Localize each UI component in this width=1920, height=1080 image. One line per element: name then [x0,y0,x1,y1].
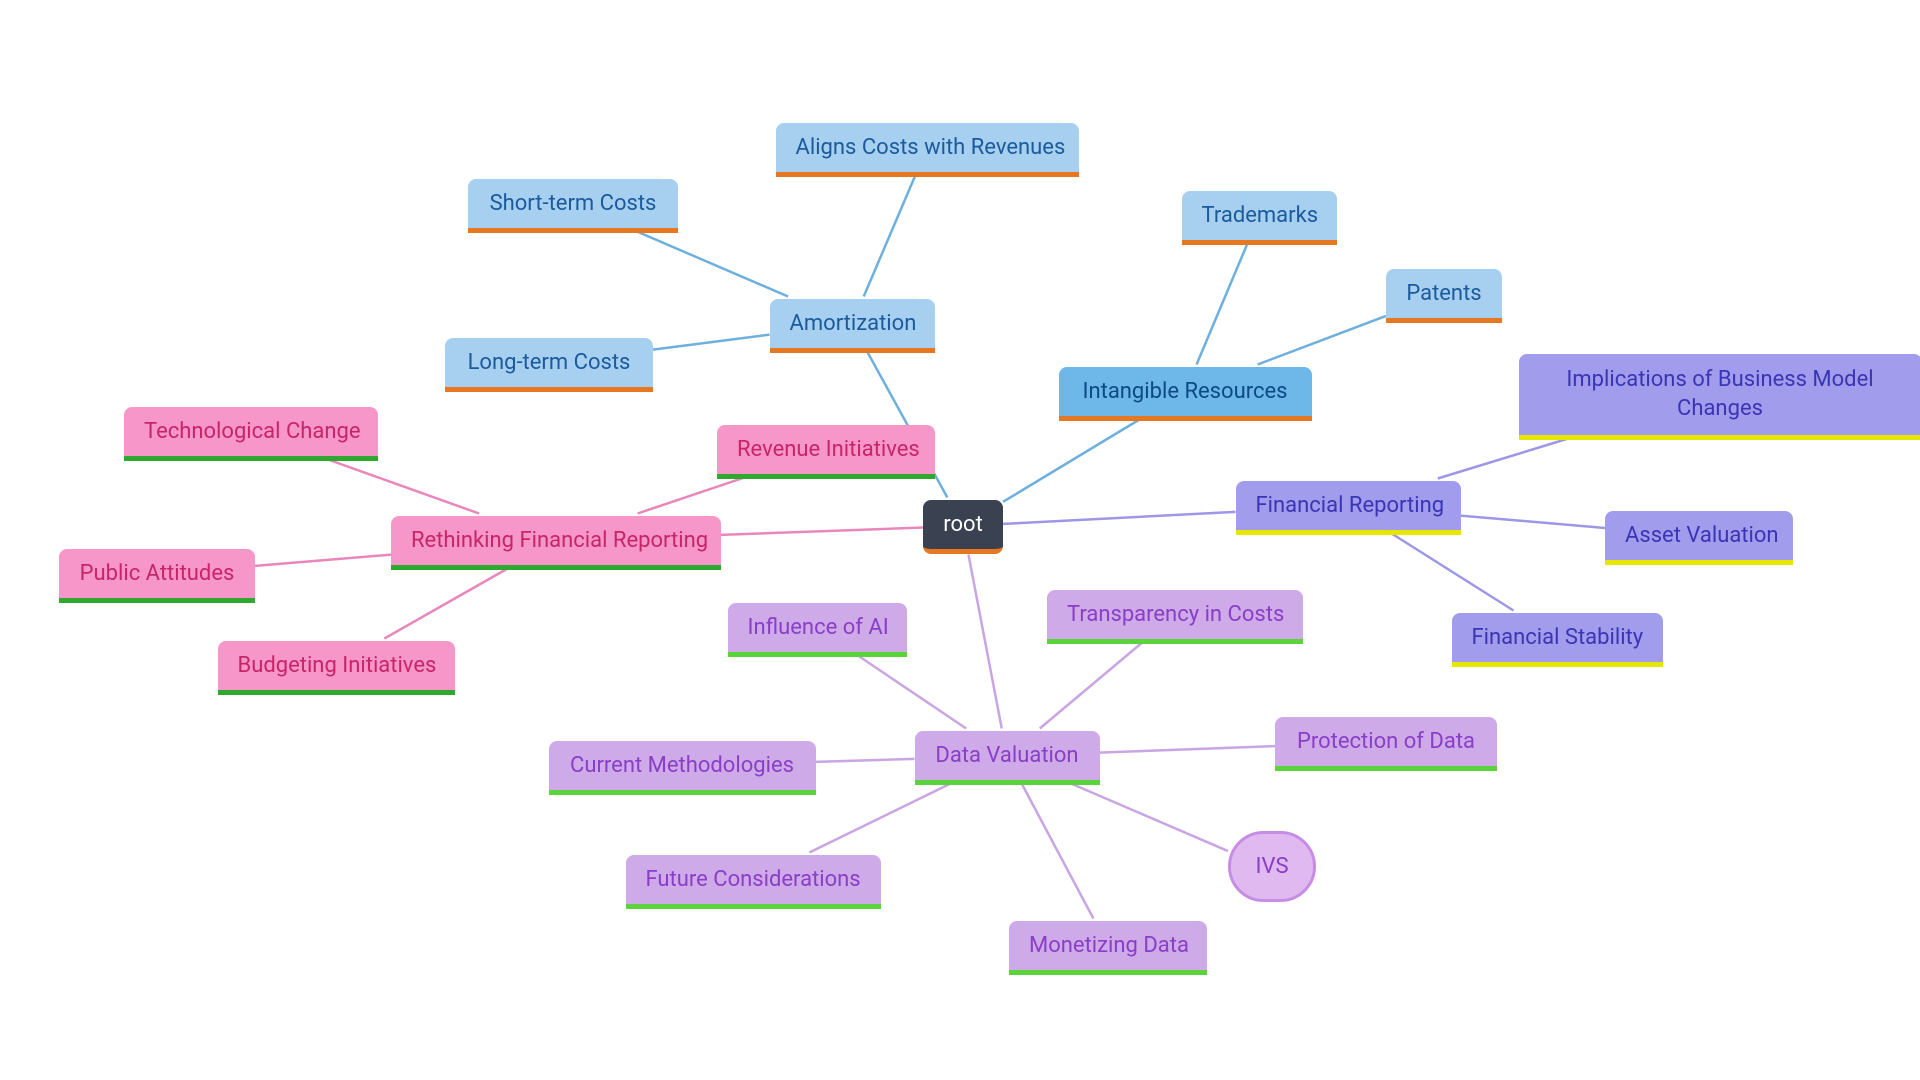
node-amort[interactable]: Amortization [770,299,935,353]
node-mondata[interactable]: Monetizing Data [1009,921,1207,975]
edge-rethink-pubatt [255,555,391,566]
mindmap-canvas: root Amortization Aligns Costs with Revenu… [0,0,1920,1080]
node-ivs[interactable]: IVS [1228,831,1316,902]
edge-dataval-transp [1040,643,1142,729]
node-protdata[interactable]: Protection of Data [1275,717,1497,771]
node-rethink[interactable]: Rethinking Financial Reporting [391,516,721,570]
edge-intang-patents [1258,316,1386,365]
edge-dataval-mondata [1022,784,1094,919]
node-longterm[interactable]: Long-term Costs [445,338,653,392]
node-pubatt[interactable]: Public Attitudes [59,549,255,603]
node-budget[interactable]: Budgeting Initiatives [218,641,455,695]
edge-intang-trademarks [1197,244,1248,365]
edge-root-dataval [968,555,1001,729]
node-finrep[interactable]: Financial Reporting [1236,481,1461,535]
edge-dataval-futcon [809,784,950,853]
node-trademarks[interactable]: Trademarks [1182,191,1337,245]
node-finstab[interactable]: Financial Stability [1452,613,1663,667]
edge-finrep-finstab [1392,534,1514,611]
edge-amort-shortterm [637,232,788,297]
node-dataval[interactable]: Data Valuation [915,731,1100,785]
edge-dataval-ivs [1071,784,1228,852]
edge-root-finrep [1003,512,1236,524]
node-aligns[interactable]: Aligns Costs with Revenues [776,123,1079,177]
edge-dataval-curmeth [816,759,915,762]
node-patents[interactable]: Patents [1386,269,1502,323]
edge-dataval-influai [858,656,966,729]
node-impl[interactable]: Implications of Business Model Changes [1519,354,1920,440]
node-shortterm[interactable]: Short-term Costs [468,179,678,233]
edge-rethink-budget [384,569,507,639]
node-futcon[interactable]: Future Considerations [626,855,881,909]
node-assetval[interactable]: Asset Valuation [1605,511,1793,565]
node-influai[interactable]: Influence of AI [728,603,907,657]
node-root[interactable]: root [923,500,1003,554]
edge-amort-aligns [864,176,916,297]
node-techchg[interactable]: Technological Change [124,407,378,461]
edge-root-rethink [721,527,923,534]
node-intang[interactable]: Intangible Resources [1059,367,1312,421]
edge-dataval-protdata [1100,746,1276,752]
node-revinit[interactable]: Revenue Initiatives [717,425,935,479]
edge-finrep-assetval [1461,516,1606,528]
node-transp[interactable]: Transparency in Costs [1047,590,1303,644]
edge-amort-longterm [653,335,770,350]
edge-rethink-techchg [328,460,479,514]
node-curmeth[interactable]: Current Methodologies [549,741,816,795]
edge-root-intang [1003,420,1139,502]
edge-rethink-revinit [638,478,745,514]
